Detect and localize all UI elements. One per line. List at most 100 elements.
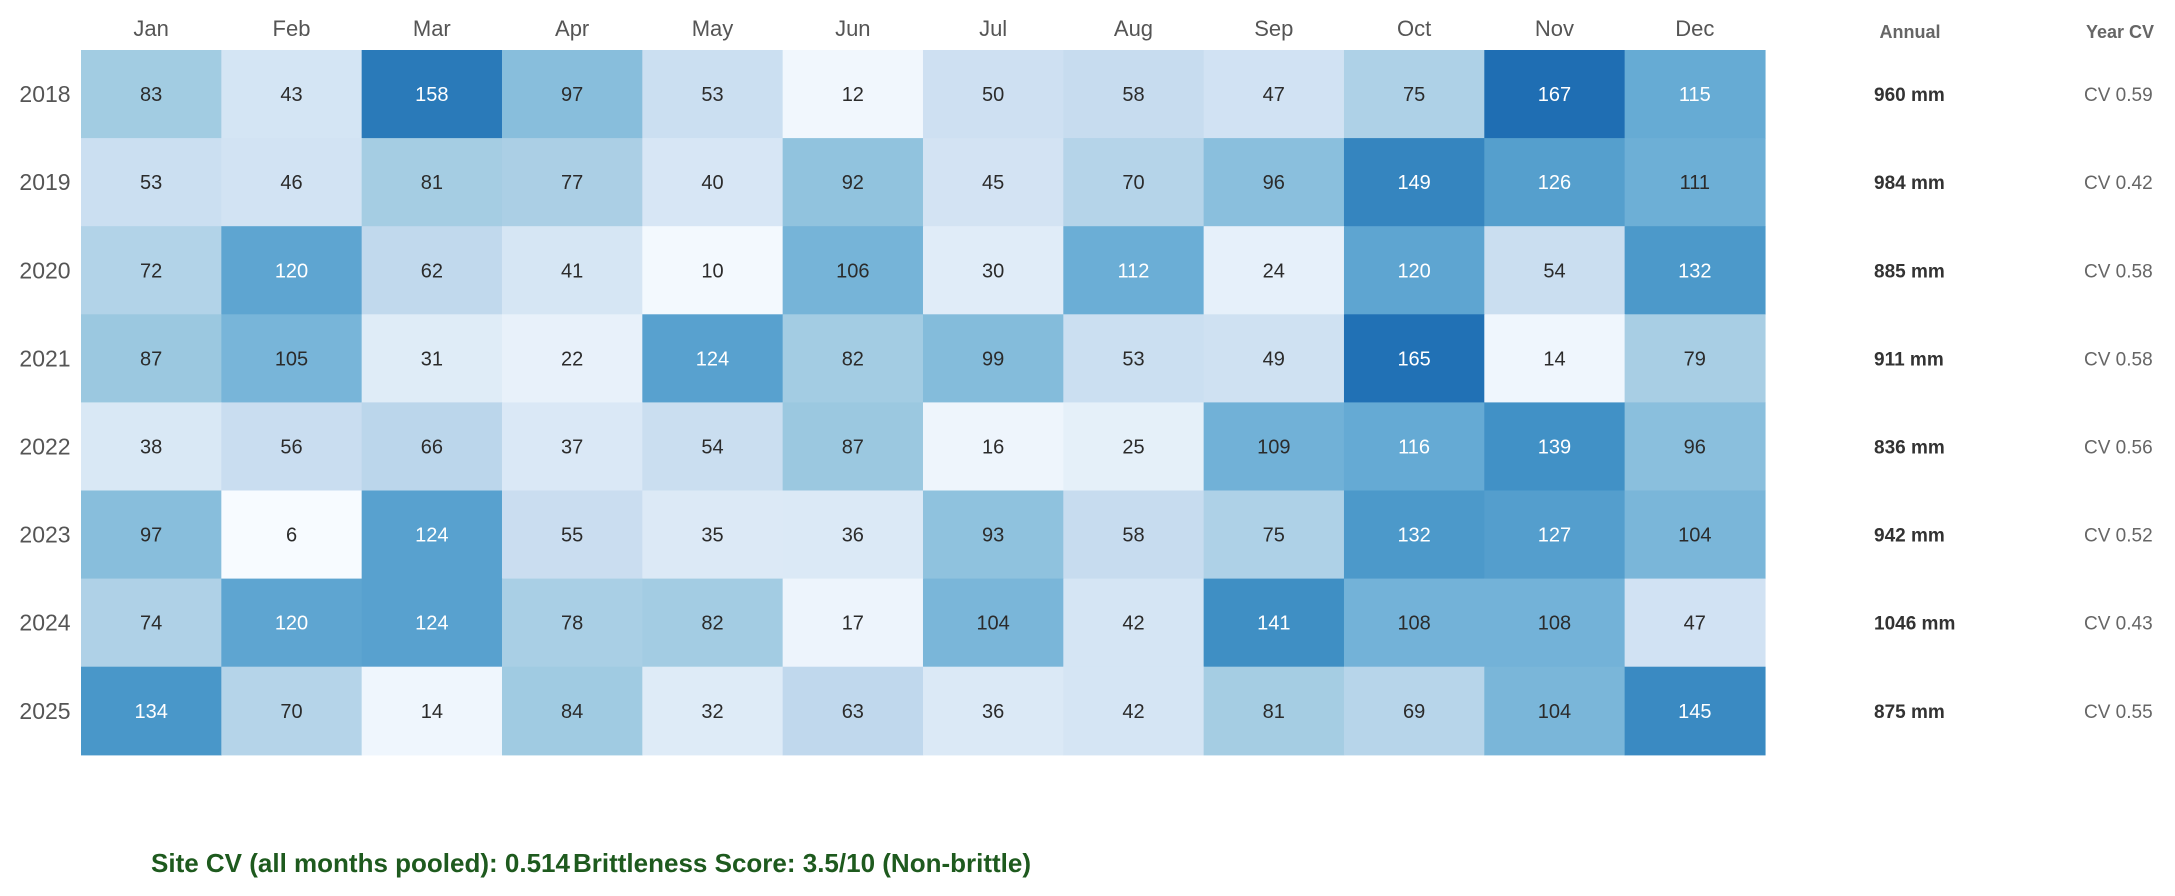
month-label-aug: Aug (1114, 16, 1153, 41)
cell-value-2019-may: 40 (701, 172, 723, 194)
month-label-jun: Jun (835, 16, 870, 41)
cell-value-2023-jan: 97 (140, 525, 162, 547)
cell-value-2024-oct: 108 (1397, 613, 1430, 635)
cell-value-2020-nov: 54 (1543, 260, 1565, 282)
heatmap-cell-2024-sep (1203, 578, 1345, 668)
heatmap-cell-2022-nov (1484, 402, 1626, 492)
cell-value-2022-aug: 25 (1122, 436, 1144, 458)
cell-value-2018-apr: 97 (561, 84, 583, 106)
heatmap-cell-2021-jun (782, 314, 924, 403)
year-cv-value-2023: CV 0.52 (2084, 526, 2153, 547)
year-cv-column-header: Year CV (2086, 22, 2154, 42)
heatmap-cell-2024-may (642, 578, 784, 668)
heatmap-cell-2018-nov (1484, 50, 1626, 139)
cell-value-2021-oct: 165 (1397, 348, 1430, 370)
cell-value-2019-jul: 45 (982, 172, 1004, 194)
cell-value-2018-sep: 47 (1263, 84, 1285, 106)
cell-value-2019-jun: 92 (842, 172, 864, 194)
cell-value-2025-aug: 42 (1122, 701, 1144, 723)
cell-value-2020-sep: 24 (1263, 260, 1285, 282)
month-label-apr: Apr (555, 16, 589, 41)
cell-value-2018-feb: 43 (280, 84, 302, 106)
cell-value-2019-feb: 46 (280, 172, 302, 194)
cell-value-2023-feb: 6 (286, 525, 297, 547)
cell-value-2022-oct: 116 (1398, 436, 1430, 458)
heatmap-cell-2024-aug (1063, 578, 1205, 668)
heatmap-cell-2024-apr (501, 578, 643, 668)
cell-value-2018-nov: 167 (1538, 84, 1571, 106)
heatmap-cell-2022-aug (1063, 402, 1205, 492)
heatmap-cell-2018-dec (1624, 50, 1766, 139)
cell-value-2025-nov: 104 (1538, 701, 1571, 723)
cell-value-2022-may: 54 (701, 436, 723, 458)
heatmap-cell-2023-nov (1484, 490, 1626, 580)
heatmap-cell-2020-sep (1203, 226, 1345, 315)
heatmap-cell-2019-jun (782, 138, 924, 227)
heatmap-cell-2018-apr (501, 50, 643, 139)
cell-value-2018-jul: 50 (982, 84, 1004, 106)
heatmap-cell-2024-jul (922, 578, 1064, 668)
cell-value-2019-mar: 81 (421, 172, 443, 194)
cell-value-2022-jul: 16 (982, 436, 1004, 458)
heatmap-cell-2023-apr (501, 490, 643, 580)
cell-value-2021-feb: 105 (275, 348, 308, 370)
cell-value-2024-apr: 78 (561, 613, 583, 635)
heatmap-cell-2025-may (642, 666, 784, 756)
year-label-2022: 2022 (19, 433, 70, 459)
year-cv-value-2021: CV 0.58 (2084, 349, 2153, 370)
cell-value-2021-sep: 49 (1263, 348, 1285, 370)
cell-value-2025-oct: 69 (1403, 701, 1425, 723)
cell-value-2025-mar: 14 (421, 701, 443, 723)
heatmap-cell-2022-dec (1624, 402, 1766, 492)
cell-value-2021-dec: 79 (1684, 348, 1706, 370)
cell-value-2021-jan: 87 (140, 348, 162, 370)
heatmap-cell-2021-mar (361, 314, 503, 403)
heatmap-cell-2018-oct (1343, 50, 1485, 139)
heatmap-cell-2023-dec (1624, 490, 1766, 580)
heatmap-cell-2020-oct (1343, 226, 1485, 315)
cell-value-2020-aug: 112 (1118, 260, 1150, 282)
cell-value-2024-jan: 74 (140, 613, 162, 635)
cell-value-2024-nov: 108 (1538, 613, 1571, 635)
cell-value-2021-jun: 82 (842, 348, 864, 370)
heatmap-cells (81, 50, 1766, 756)
heatmap-cell-2023-jan (81, 490, 222, 580)
annual-column-header: Annual (1880, 22, 1941, 42)
heatmap-cell-2020-dec (1624, 226, 1766, 315)
heatmap-cell-2020-jul (922, 226, 1064, 315)
cell-value-2021-aug: 53 (1122, 348, 1144, 370)
year-label-2019: 2019 (19, 169, 70, 195)
heatmap-cell-2018-feb (221, 50, 363, 139)
annual-value-2020: 885 mm (1874, 261, 1945, 282)
cell-value-2019-oct: 149 (1397, 172, 1430, 194)
heatmap-cell-2018-mar (361, 50, 503, 139)
heatmap-cell-2025-jan (81, 666, 222, 756)
heatmap-cell-2020-jun (782, 226, 924, 315)
heatmap-cell-2023-oct (1343, 490, 1485, 580)
heatmap-cell-2020-jan (81, 226, 222, 315)
heatmap-cell-2025-dec (1624, 666, 1766, 756)
year-label-2023: 2023 (19, 522, 70, 548)
year-label-2021: 2021 (19, 345, 70, 371)
heatmap-cell-2019-may (642, 138, 784, 227)
heatmap-cell-2023-mar (361, 490, 503, 580)
heatmap-cell-2022-jul (922, 402, 1064, 492)
heatmap-cell-2022-feb (221, 402, 363, 492)
heatmap-cell-2024-feb (221, 578, 363, 668)
cell-value-2018-jun: 12 (842, 84, 864, 106)
cell-value-2018-oct: 75 (1403, 84, 1425, 106)
cell-value-2023-apr: 55 (561, 525, 583, 547)
heatmap-cell-2022-oct (1343, 402, 1485, 492)
annual-value-2018: 960 mm (1874, 85, 1945, 106)
year-cv-value-2024: CV 0.43 (2084, 614, 2153, 635)
annual-value-2023: 942 mm (1874, 526, 1945, 547)
month-label-feb: Feb (273, 16, 311, 41)
heatmap-cell-2022-apr (501, 402, 643, 492)
site-cv-text: Site CV (all months pooled): 0.514 (151, 848, 570, 878)
cell-value-2021-jul: 99 (982, 348, 1004, 370)
cell-value-2023-jul: 93 (982, 525, 1004, 547)
cell-value-2018-dec: 115 (1679, 84, 1711, 106)
cell-value-2024-aug: 42 (1122, 613, 1144, 635)
cell-value-2023-jun: 36 (842, 525, 864, 547)
